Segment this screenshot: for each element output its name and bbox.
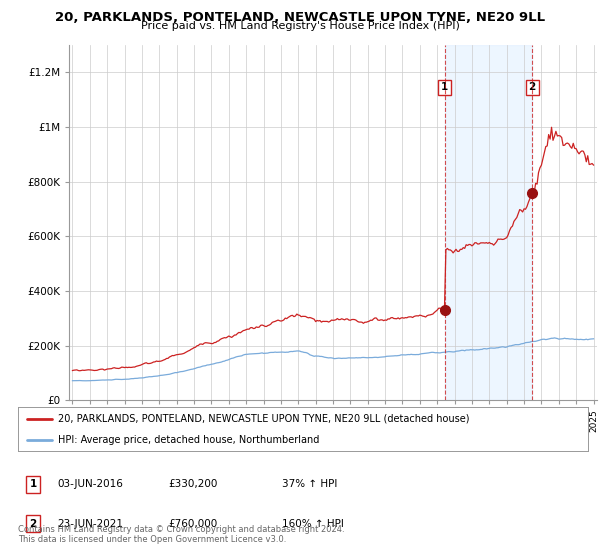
Text: 20, PARKLANDS, PONTELAND, NEWCASTLE UPON TYNE, NE20 9LL: 20, PARKLANDS, PONTELAND, NEWCASTLE UPON… <box>55 11 545 24</box>
Text: 1: 1 <box>441 82 448 92</box>
Text: 1: 1 <box>29 479 37 489</box>
Text: £760,000: £760,000 <box>168 519 217 529</box>
Text: Contains HM Land Registry data © Crown copyright and database right 2024.
This d: Contains HM Land Registry data © Crown c… <box>18 525 344 544</box>
Text: 160% ↑ HPI: 160% ↑ HPI <box>282 519 344 529</box>
Bar <box>445 45 532 400</box>
Text: 2: 2 <box>29 519 37 529</box>
Text: £330,200: £330,200 <box>168 479 217 489</box>
Text: 23-JUN-2021: 23-JUN-2021 <box>57 519 123 529</box>
Text: 03-JUN-2016: 03-JUN-2016 <box>57 479 123 489</box>
Text: HPI: Average price, detached house, Northumberland: HPI: Average price, detached house, Nort… <box>58 435 319 445</box>
Text: Price paid vs. HM Land Registry's House Price Index (HPI): Price paid vs. HM Land Registry's House … <box>140 21 460 31</box>
Text: 20, PARKLANDS, PONTELAND, NEWCASTLE UPON TYNE, NE20 9LL (detached house): 20, PARKLANDS, PONTELAND, NEWCASTLE UPON… <box>58 414 469 424</box>
Text: 2: 2 <box>529 82 536 92</box>
Text: 37% ↑ HPI: 37% ↑ HPI <box>282 479 337 489</box>
